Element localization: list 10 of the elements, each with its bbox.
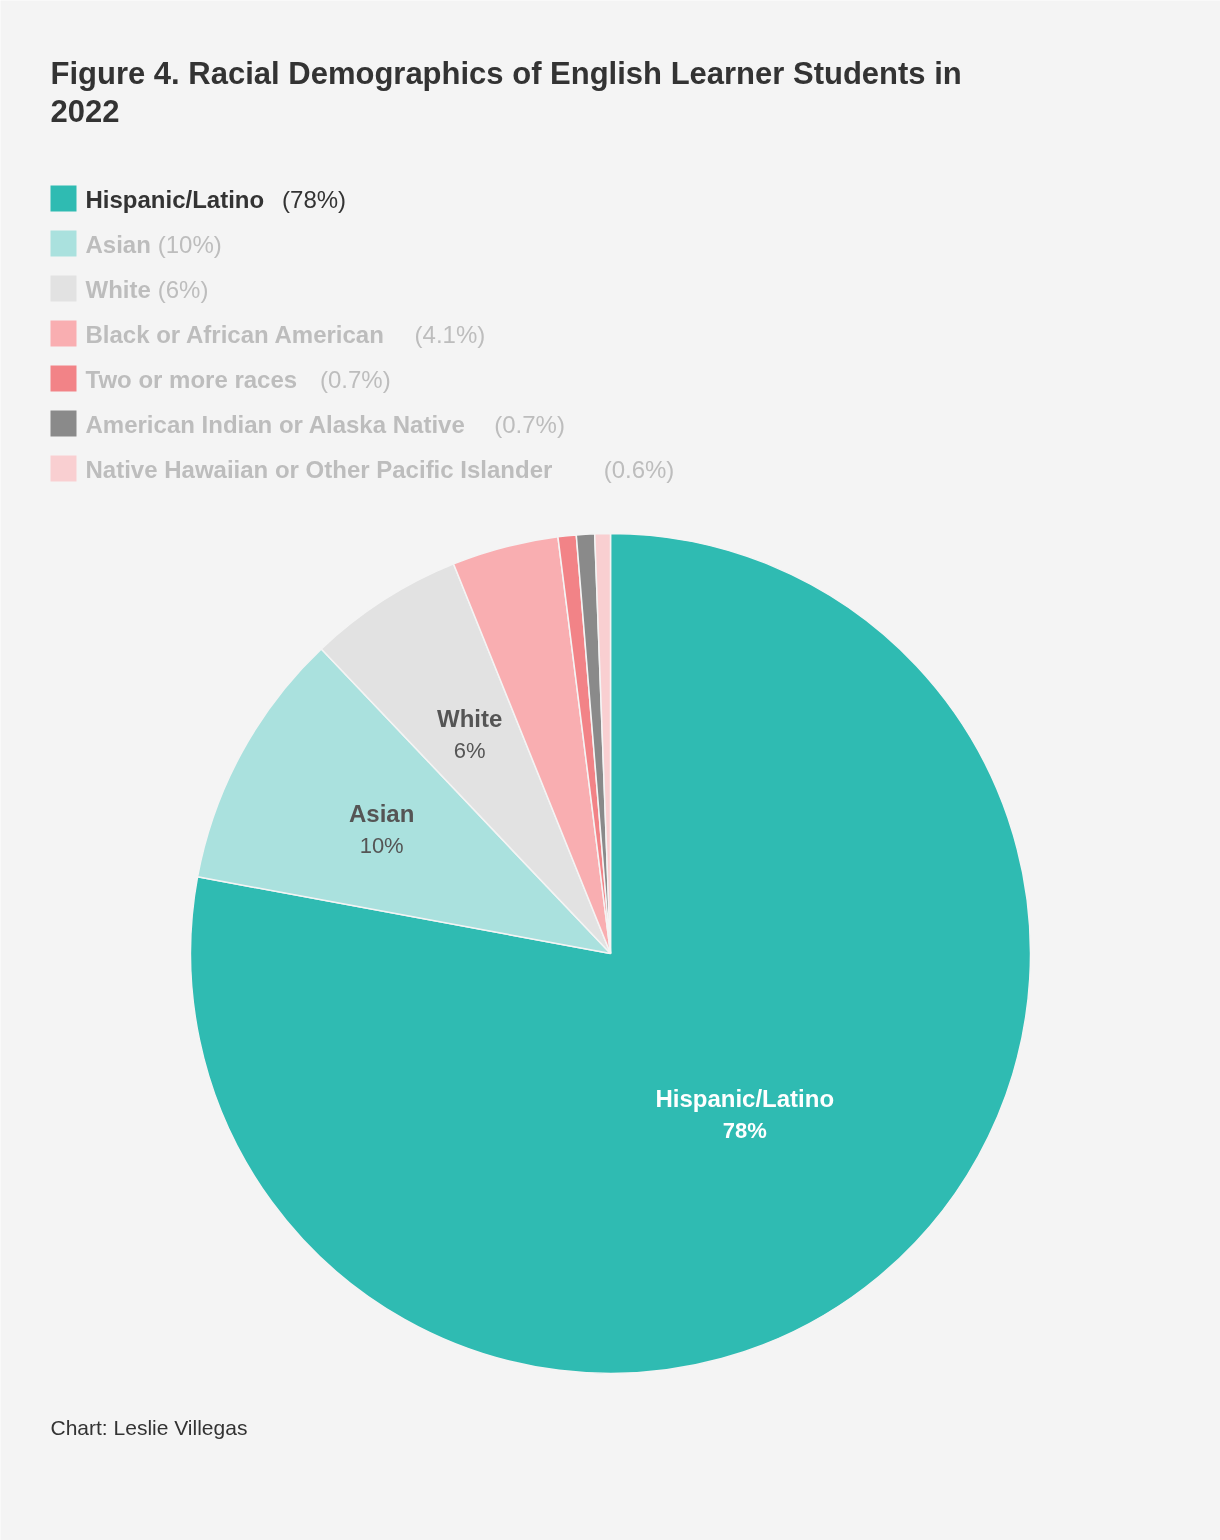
slice-label: Asian bbox=[348, 799, 415, 827]
chart-title: Figure 4. Racial Demographics of English Learner Students in 2022 bbox=[50, 55, 962, 129]
slice-label: White bbox=[437, 704, 503, 732]
text: Chart: Leslie Villegas bbox=[50, 1415, 248, 1439]
text: (78%) bbox=[282, 185, 347, 213]
data-label: 10% bbox=[359, 832, 404, 858]
data-label: 78% bbox=[722, 1118, 767, 1144]
slice-label: Hispanic/Latino bbox=[655, 1085, 835, 1113]
data-label: 6% bbox=[453, 737, 486, 763]
legend-label: Hispanic/Latino bbox=[85, 185, 265, 213]
